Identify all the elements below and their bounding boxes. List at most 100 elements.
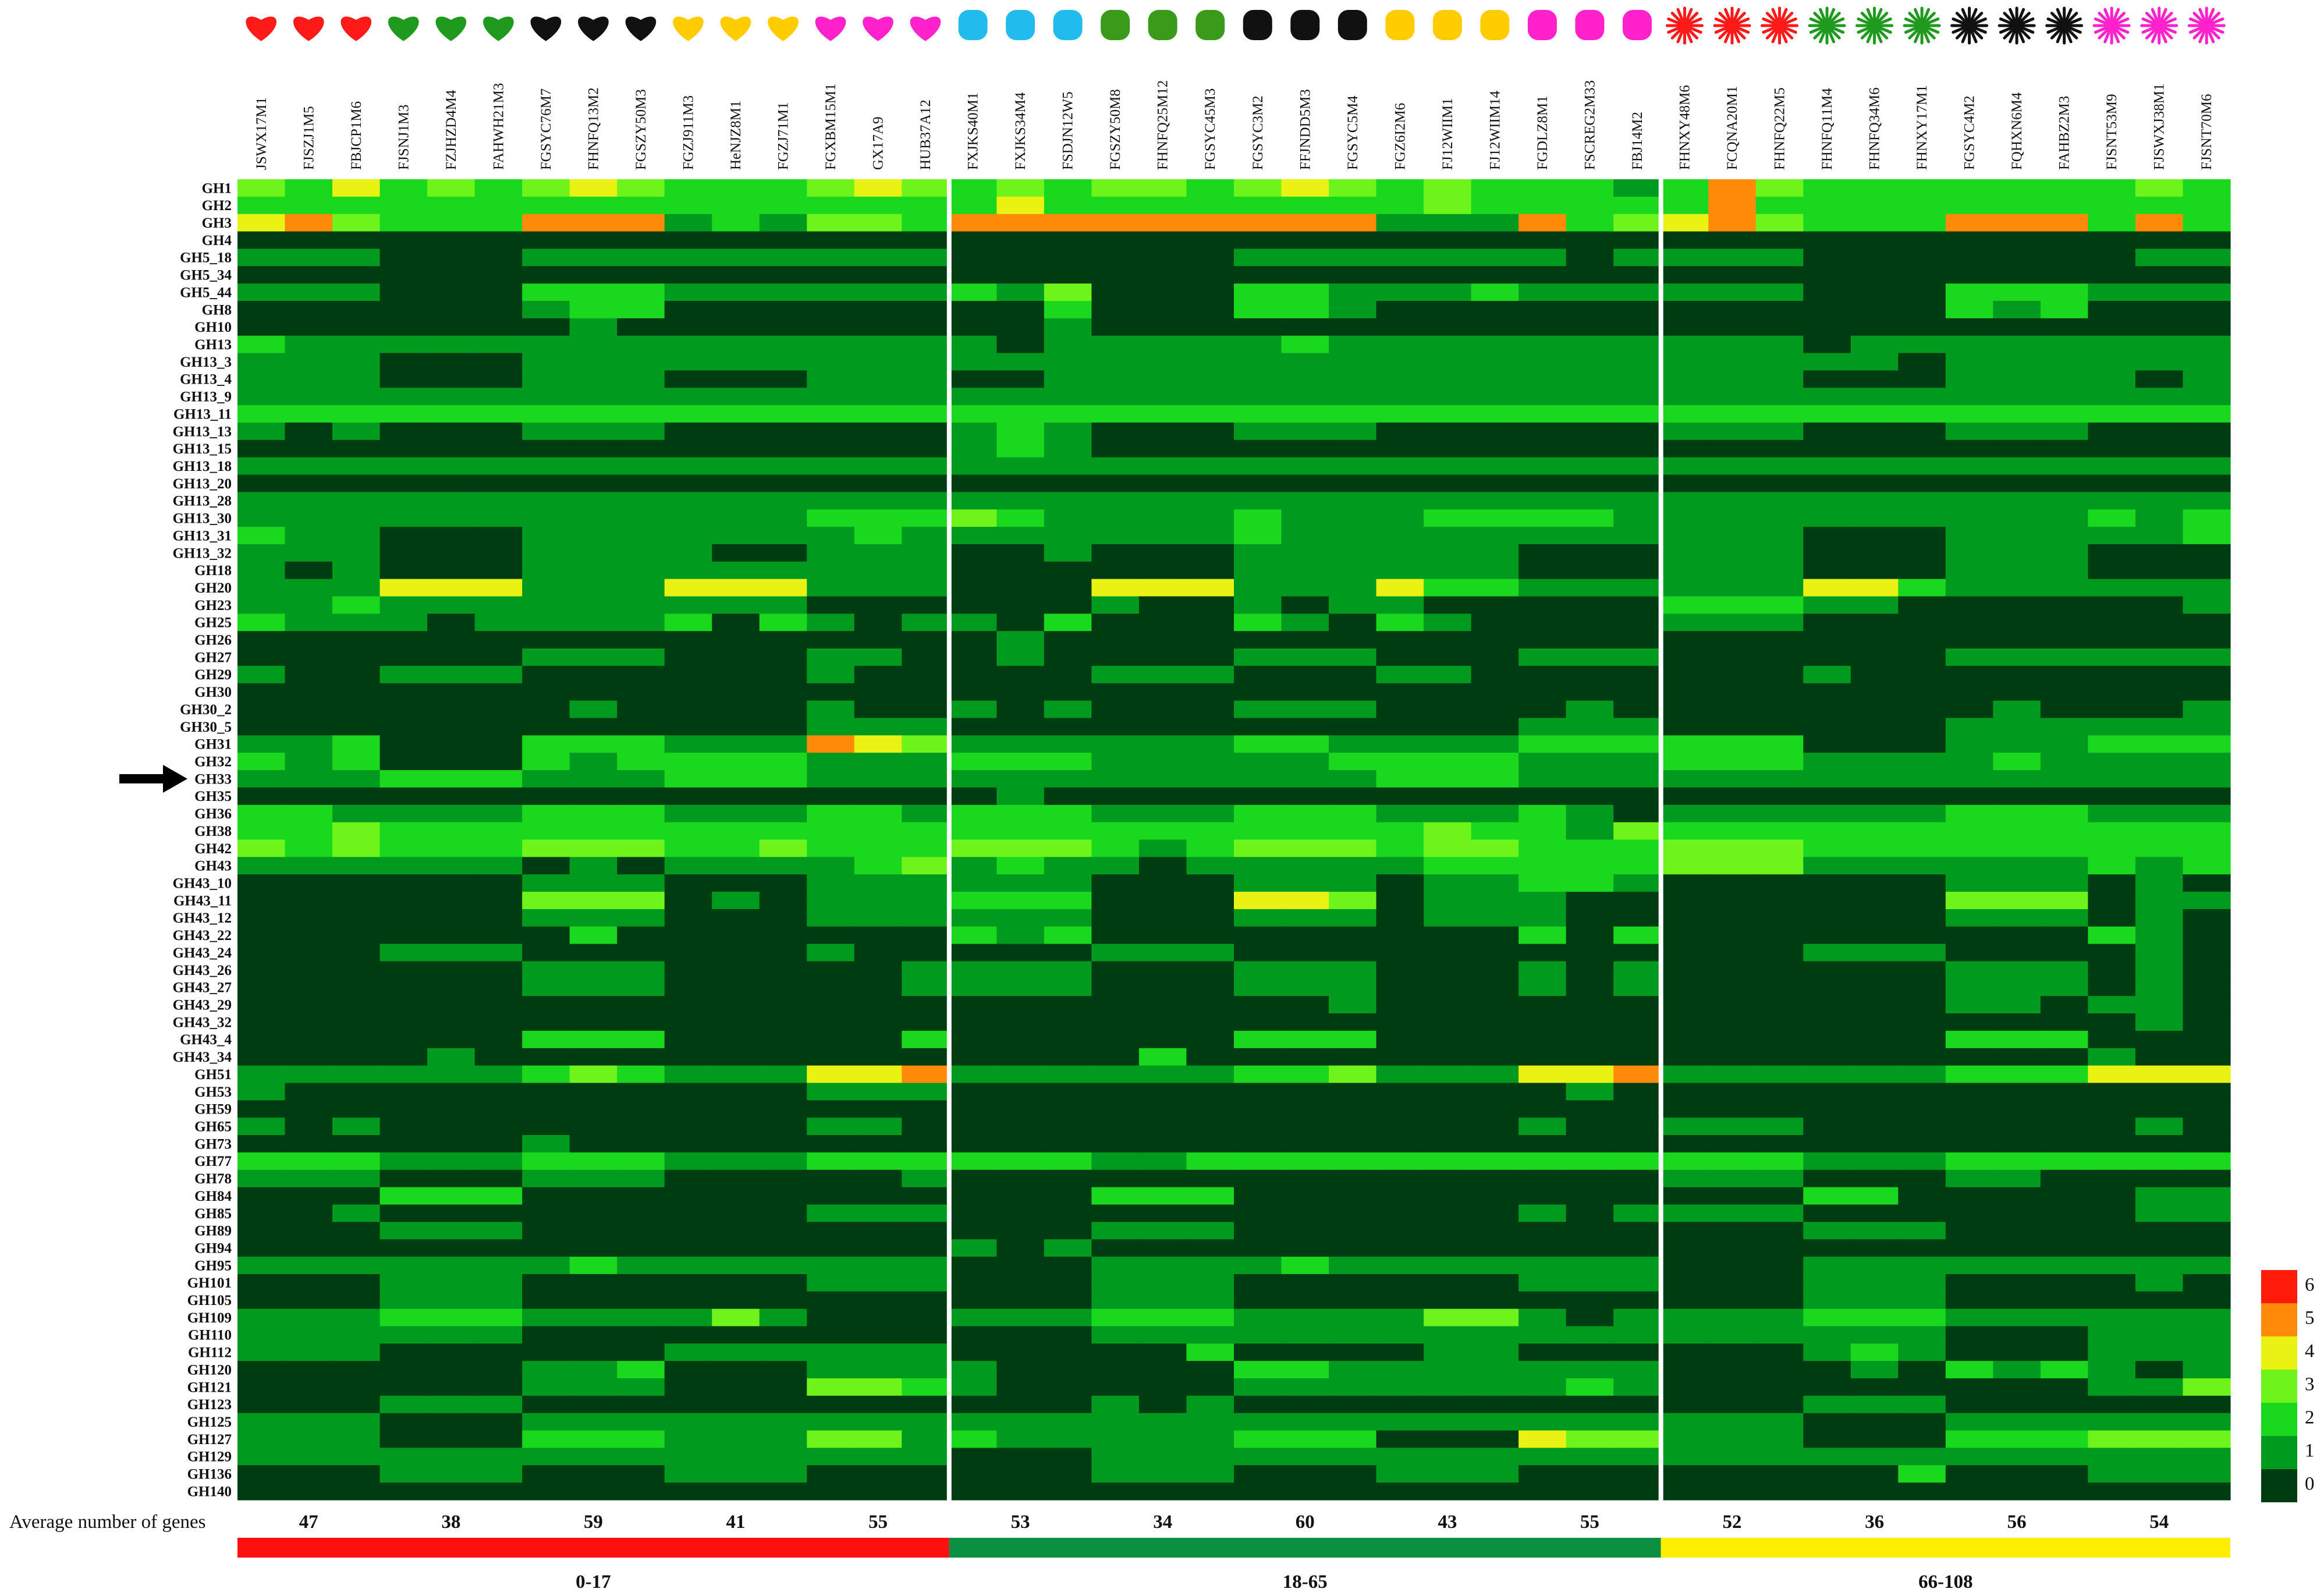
heatmap-cell <box>1945 1187 1993 1205</box>
heatmap-cell <box>1993 978 2041 996</box>
heatmap-cell <box>1044 1326 1092 1344</box>
heatmap-cell <box>1376 300 1424 319</box>
heatmap-cell <box>474 474 523 492</box>
heatmap-cell <box>902 214 950 232</box>
heatmap-cell <box>1803 1378 1851 1396</box>
heatmap-cell <box>1613 492 1662 510</box>
heatmap-cell <box>1234 735 1282 753</box>
heatmap-cell <box>1471 249 1519 267</box>
heatmap-cell <box>759 839 807 857</box>
heatmap-cell <box>1091 283 1140 302</box>
heatmap-cell <box>1755 1378 1804 1396</box>
heatmap-cell <box>1376 457 1424 476</box>
heatmap-cell <box>1186 266 1234 284</box>
heatmap-cell <box>854 249 902 267</box>
heatmap-cell <box>1234 770 1282 788</box>
heatmap-cell <box>617 822 665 840</box>
heatmap-cell <box>2040 1291 2089 1310</box>
heatmap-cell <box>902 300 950 319</box>
heatmap-cell <box>1281 1222 1329 1240</box>
heatmap-cell <box>379 509 428 527</box>
heatmap-cell <box>1993 874 2041 892</box>
heatmap-cell <box>1518 370 1567 388</box>
heatmap-cell <box>2088 1222 2136 1240</box>
heatmap-cell <box>1660 1187 1709 1205</box>
heatmap-cell <box>712 1100 760 1118</box>
heatmap-cell <box>1708 1169 1757 1188</box>
heatmap-cell <box>1708 822 1757 840</box>
heatmap-cell <box>1708 804 1757 823</box>
heatmap-cell <box>2040 857 2089 875</box>
star-icon <box>1903 6 1941 45</box>
heatmap-cell <box>427 1343 476 1361</box>
heatmap-cell <box>1091 804 1140 823</box>
heatmap-cell <box>2040 596 2089 614</box>
heatmap-cell <box>2183 1361 2231 1379</box>
row-label: GH77 <box>194 1154 232 1169</box>
heatmap-cell <box>1281 1430 1329 1449</box>
circle-icon <box>1385 10 1415 40</box>
heatmap-cell <box>854 353 902 371</box>
heatmap-cell <box>854 1343 902 1361</box>
heatmap-cell <box>1186 804 1234 823</box>
heart-icon <box>388 16 419 41</box>
heatmap-cell <box>569 231 618 250</box>
heatmap-cell <box>569 1135 618 1153</box>
heatmap-cell <box>617 961 665 979</box>
heatmap-cell <box>1186 1152 1234 1171</box>
heatmap-cell <box>1234 996 1282 1014</box>
heatmap-cell <box>332 857 381 875</box>
heatmap-cell <box>2135 283 2184 302</box>
heatmap-cell <box>2040 1083 2089 1101</box>
heatmap-cell <box>759 1135 807 1153</box>
heatmap-cell <box>237 926 286 945</box>
heatmap-cell <box>379 283 428 302</box>
heatmap-cell <box>1945 335 1993 354</box>
heatmap-cell <box>1091 787 1140 806</box>
heatmap-cell <box>1566 509 1614 527</box>
heatmap-cell <box>1518 1430 1567 1449</box>
heatmap-cell <box>617 283 665 302</box>
heatmap-cell <box>1566 1308 1614 1327</box>
heatmap-cell <box>1755 1274 1804 1292</box>
heatmap-cell <box>1281 318 1329 336</box>
heatmap-cell <box>427 1257 476 1275</box>
heatmap-cell <box>1660 1065 1709 1084</box>
heatmap-cell <box>854 492 902 510</box>
heatmap-cell <box>427 961 476 979</box>
heatmap-cell <box>1138 249 1187 267</box>
heatmap-cell <box>2088 1448 2136 1466</box>
heatmap-cell <box>1044 926 1092 945</box>
heatmap-cell <box>237 1169 286 1188</box>
heatmap-cell <box>569 1308 618 1327</box>
heatmap-cell <box>1660 214 1709 232</box>
heatmap-cell <box>1518 474 1567 492</box>
heatmap-cell <box>2088 1430 2136 1449</box>
heatmap-cell <box>1518 179 1567 197</box>
heatmap-cell <box>1803 718 1851 736</box>
heatmap-cell <box>1993 631 2041 649</box>
heatmap-cell <box>949 1395 997 1414</box>
heatmap-cell <box>1424 770 1472 788</box>
heatmap-cell <box>1424 579 1472 597</box>
heatmap-cell <box>1186 631 1234 649</box>
heatmap-cell <box>1898 214 1946 232</box>
heatmap-cell <box>902 318 950 336</box>
heatmap-cell <box>1471 1152 1519 1171</box>
heatmap-cell <box>1708 631 1757 649</box>
heatmap-cell <box>712 596 760 614</box>
heatmap-cell <box>237 405 286 423</box>
heatmap-cell <box>854 1169 902 1188</box>
heatmap-cell <box>2135 1187 2184 1205</box>
heatmap-cell <box>1329 249 1377 267</box>
heatmap-cell <box>332 770 381 788</box>
heatmap-cell <box>1138 1257 1187 1275</box>
heatmap-cell <box>1234 1308 1282 1327</box>
heatmap-cell <box>379 944 428 962</box>
heatmap-cell <box>1945 1204 1993 1222</box>
heatmap-cell <box>1234 596 1282 614</box>
heatmap-cell <box>379 926 428 945</box>
heatmap-cell <box>2135 753 2184 771</box>
heatmap-cell <box>1424 631 1472 649</box>
heatmap-cell <box>1850 613 1899 632</box>
